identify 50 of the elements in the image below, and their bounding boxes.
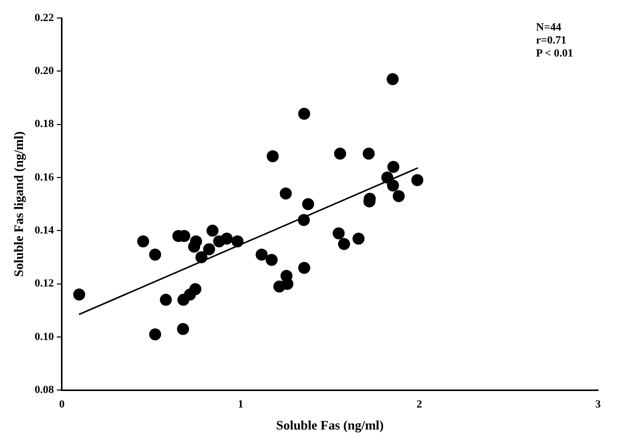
y-tick-label: 0.16 — [34, 171, 54, 184]
point — [149, 328, 162, 340]
x-tick-label: 1 — [238, 398, 244, 411]
point — [189, 283, 202, 296]
point — [386, 73, 399, 86]
annotation: N=44 — [536, 21, 562, 34]
x-tick-label: 0 — [59, 398, 66, 411]
point — [195, 251, 208, 264]
y-tick-label: 0.10 — [34, 330, 54, 343]
point — [338, 238, 350, 250]
point — [332, 227, 345, 240]
y-axis-title: Soluble Fas ligand (ng/ml) — [11, 131, 26, 277]
point — [298, 214, 310, 226]
point — [190, 235, 202, 248]
annotation: P < 0.01 — [536, 47, 574, 60]
point — [256, 248, 268, 261]
point — [73, 288, 86, 300]
point — [266, 150, 279, 162]
point — [206, 224, 219, 237]
y-tick-label: 0.12 — [34, 278, 54, 290]
point — [232, 235, 244, 248]
point — [280, 187, 292, 200]
point — [281, 278, 294, 290]
y-tick-label: 0.08 — [34, 384, 54, 396]
point — [137, 235, 150, 248]
point — [381, 172, 394, 184]
point — [298, 262, 310, 274]
point — [302, 198, 314, 210]
point — [266, 254, 278, 266]
y-tick-label: 0.20 — [34, 65, 54, 78]
point — [411, 174, 424, 186]
point — [149, 248, 162, 261]
point — [392, 190, 405, 202]
point — [177, 323, 190, 336]
x-axis-title: Soluble Fas (ng/ml) — [276, 418, 384, 433]
x-tick-label: 2 — [416, 398, 423, 411]
point — [387, 179, 400, 192]
point — [387, 160, 400, 173]
point — [298, 108, 310, 120]
point — [220, 232, 233, 245]
y-tick-label: 0.14 — [34, 224, 54, 237]
y-tick-label: 0.22 — [34, 12, 54, 24]
point — [203, 243, 216, 256]
point — [160, 294, 172, 306]
point — [334, 148, 346, 160]
annotation: r=0.71 — [536, 34, 566, 46]
point — [352, 232, 365, 245]
y-tick-label: 0.18 — [34, 118, 54, 130]
x-tick-label: 3 — [595, 398, 602, 411]
point — [362, 148, 375, 160]
